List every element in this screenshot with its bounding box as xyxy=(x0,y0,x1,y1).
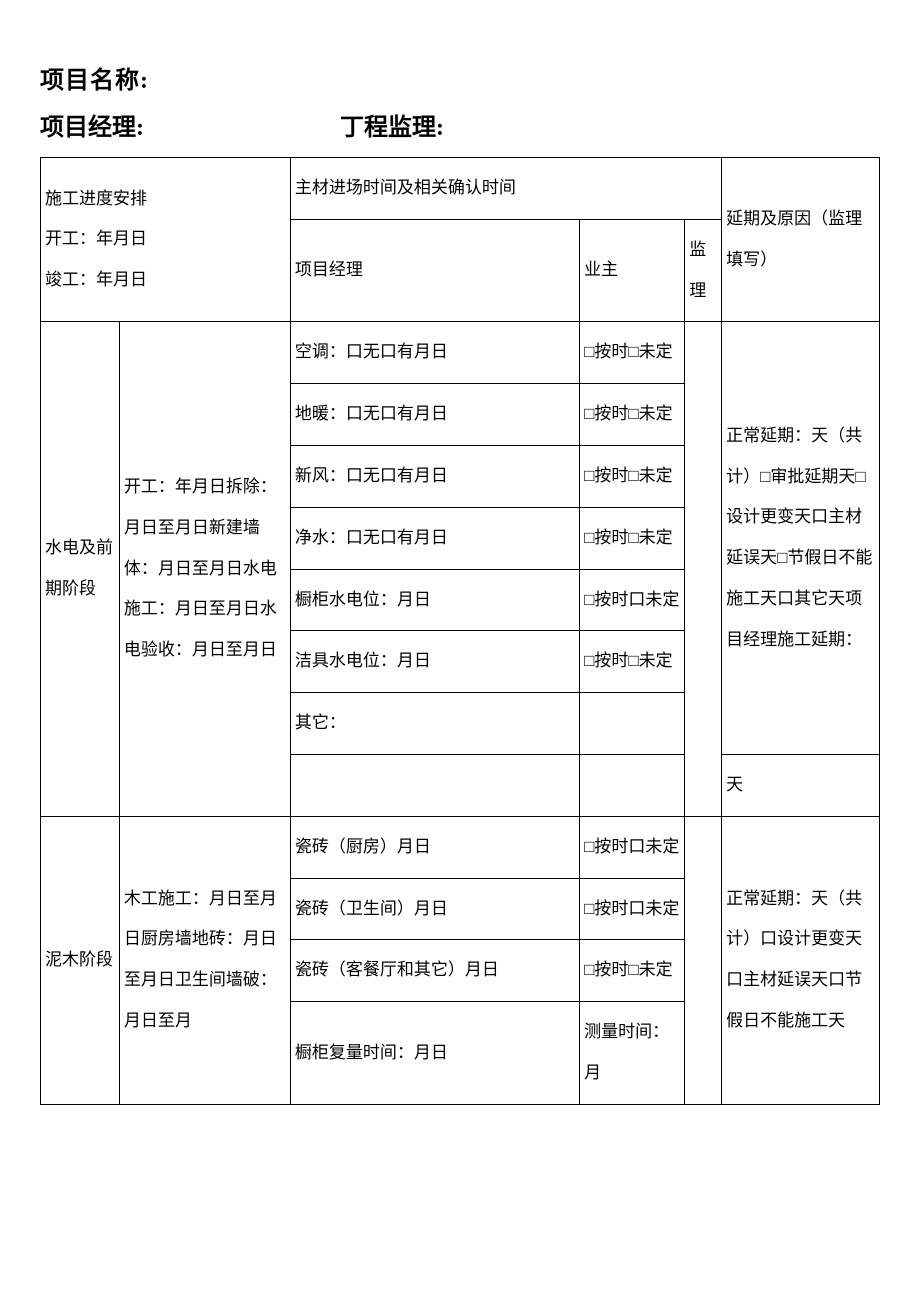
construction-schedule-table: 施工进度安排 开工：年月日 竣工：年月日 主材进场时间及相关确认时间 延期及原因… xyxy=(40,157,880,1105)
stage1-item-owner: □按时□未定 xyxy=(580,507,685,569)
stage1-item-owner xyxy=(580,693,685,755)
project-manager-label: 项目经理: xyxy=(40,107,340,142)
stage2-item-owner: □按时口未定 xyxy=(580,878,685,940)
stage1-delay: 正常延期：天（共计）□审批延期天□设计更变天口主材延误天□节假日不能施工天口其它… xyxy=(722,322,880,755)
supervisor-label: 丁程监理: xyxy=(340,107,880,142)
delay-reason-header: 延期及原因（监理填写） xyxy=(722,158,880,322)
stage2-item-label: 瓷砖（客餐厅和其它）月日 xyxy=(290,940,579,1002)
stage2-name: 泥木阶段 xyxy=(41,816,120,1104)
stage2-item-label: 橱柜复量时间：月日 xyxy=(290,1002,579,1105)
pm-header: 项目经理 xyxy=(290,219,579,322)
stage1-item-label: 其它： xyxy=(290,693,579,755)
stage2-schedule: 木工施工：月日至月日厨房墙地砖：月日至月日卫生间墙破：月日至月 xyxy=(119,816,290,1104)
stage1-super xyxy=(685,322,722,816)
owner-header: 业主 xyxy=(580,219,685,322)
stage1-item-owner: □按时□未定 xyxy=(580,322,685,384)
stage1-item-label: 橱柜水电位：月日 xyxy=(290,569,579,631)
stage2-item-label: 瓷砖（厨房）月日 xyxy=(290,816,579,878)
stage1-item-label: 地暖：口无口有月日 xyxy=(290,384,579,446)
project-name-label: 项目名称: xyxy=(40,60,880,95)
stage1-item-owner: □按时□未定 xyxy=(580,631,685,693)
stage1-delay-days: 天 xyxy=(722,754,880,816)
stage2-item-owner: 测量时间：月 xyxy=(580,1002,685,1105)
stage1-item-label: 新风：口无口有月日 xyxy=(290,445,579,507)
table-row: 泥木阶段 木工施工：月日至月日厨房墙地砖：月日至月日卫生间墙破：月日至月 瓷砖（… xyxy=(41,816,880,878)
stage1-blank xyxy=(580,754,685,816)
stage1-item-label: 空调：口无口有月日 xyxy=(290,322,579,384)
stage1-name: 水电及前期阶段 xyxy=(41,322,120,816)
stage2-item-label: 瓷砖（卫生间）月日 xyxy=(290,878,579,940)
stage2-delay: 正常延期：天（共计）口设计更变天口主材延误天口节假日不能施工天 xyxy=(722,816,880,1104)
table-header-row: 施工进度安排 开工：年月日 竣工：年月日 主材进场时间及相关确认时间 延期及原因… xyxy=(41,158,880,220)
stage1-schedule: 开工：年月日拆除：月日至月日新建墙体：月日至月日水电施工：月日至月日水电验收：月… xyxy=(119,322,290,816)
material-timing-header: 主材进场时间及相关确认时间 xyxy=(290,158,721,220)
stage1-item-label: 净水：口无口有月日 xyxy=(290,507,579,569)
schedule-arrangement-header: 施工进度安排 开工：年月日 竣工：年月日 xyxy=(41,158,291,322)
stage1-item-owner: □按时口未定 xyxy=(580,569,685,631)
stage2-super xyxy=(685,816,722,1104)
stage1-blank xyxy=(290,754,579,816)
table-row: 水电及前期阶段 开工：年月日拆除：月日至月日新建墙体：月日至月日水电施工：月日至… xyxy=(41,322,880,384)
stage2-item-owner: □按时口未定 xyxy=(580,816,685,878)
supervisor-header: 监理 xyxy=(685,219,722,322)
stage1-item-owner: □按时□未定 xyxy=(580,384,685,446)
stage1-item-label: 洁具水电位：月日 xyxy=(290,631,579,693)
stage2-item-owner: □按时□未定 xyxy=(580,940,685,1002)
stage1-item-owner: □按时□未定 xyxy=(580,445,685,507)
